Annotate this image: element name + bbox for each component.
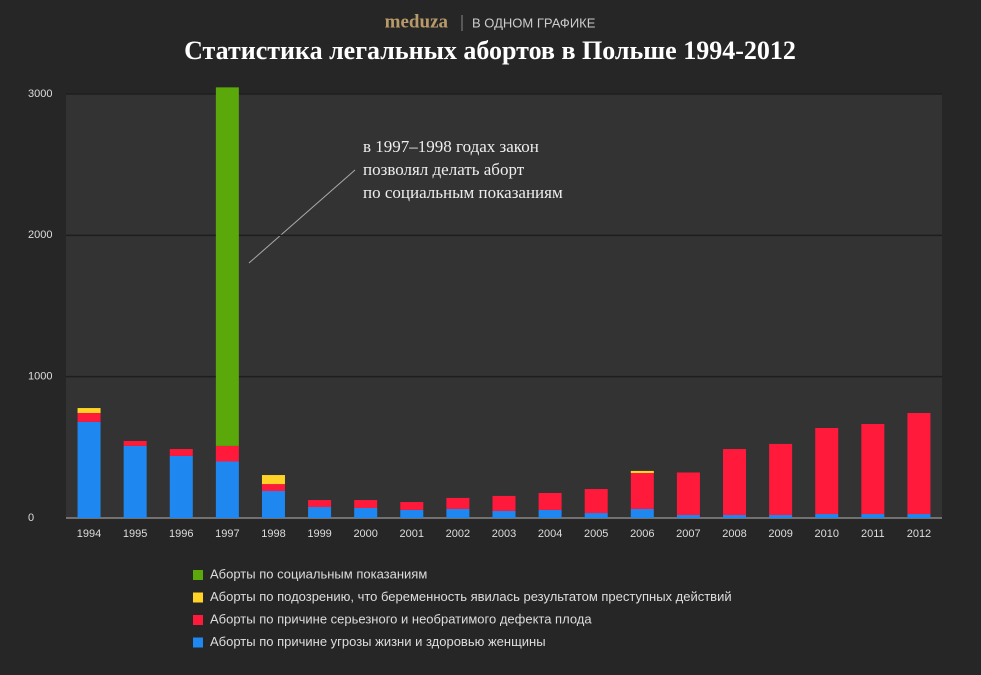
bar-segment	[354, 500, 378, 508]
bar-segment	[215, 445, 239, 462]
bar-segment	[907, 514, 931, 518]
x-tick-label: 2008	[722, 528, 746, 540]
bar-segment	[123, 440, 147, 446]
legend-swatch	[193, 637, 203, 648]
annotation: позволял делать аборт	[363, 160, 525, 179]
bar-segment	[446, 508, 470, 518]
x-tick-label: 1996	[169, 528, 193, 540]
x-tick-label: 2002	[446, 528, 470, 540]
brand: meduza	[385, 11, 449, 32]
legend-label: Аборты по подозрению, что беременность я…	[210, 589, 732, 604]
x-tick-label: 2000	[353, 528, 377, 540]
bar-segment	[77, 412, 101, 422]
bar-segment	[77, 421, 101, 518]
bar-segment	[215, 461, 239, 518]
bar-segment	[584, 489, 608, 514]
bar-segment	[261, 491, 285, 518]
chart-title: Статистика легальных абортов в Польше 19…	[184, 36, 796, 65]
x-tick-label: 2006	[630, 528, 654, 540]
bar-segment	[815, 514, 839, 518]
bar-segment	[769, 515, 793, 518]
bar-segment	[492, 495, 516, 511]
bar-segment	[676, 472, 700, 516]
bar-segment	[169, 455, 193, 518]
x-tick-label: 1994	[77, 528, 101, 540]
x-tick-label: 2003	[492, 528, 516, 540]
y-tick-label: 3000	[28, 88, 52, 100]
bar-segment	[400, 509, 424, 518]
bar-segment	[769, 443, 793, 516]
bar-segment	[215, 87, 239, 446]
bar-segment	[723, 515, 747, 518]
bar-segment	[630, 508, 654, 518]
annotation: по социальным показаниям	[363, 183, 563, 202]
annotation-line	[248, 169, 356, 264]
bar-segment	[630, 473, 654, 509]
x-tick-label: 1999	[307, 528, 331, 540]
x-tick-label: 2001	[400, 528, 424, 540]
bar-segment	[446, 497, 470, 509]
x-tick-label: 1998	[261, 528, 285, 540]
plot-area	[66, 94, 942, 518]
x-tick-label: 2011	[861, 528, 885, 540]
x-tick-label: 2005	[584, 528, 608, 540]
legend-swatch	[193, 592, 203, 603]
bar-segment	[815, 427, 839, 515]
bar-segment	[492, 510, 516, 518]
bar-segment	[907, 412, 931, 515]
bar-segment	[261, 484, 285, 492]
bar-segment	[400, 502, 424, 510]
x-tick-label: 2012	[907, 528, 931, 540]
legend-swatch	[193, 615, 203, 625]
bar-segment	[308, 506, 332, 518]
y-tick-label: 2000	[28, 229, 52, 241]
bar-segment	[584, 513, 608, 518]
bar-segment	[354, 507, 378, 518]
x-tick-label: 2010	[814, 528, 838, 540]
legend-label: Аборты по социальным показаниям	[210, 566, 427, 581]
bar-segment	[538, 509, 562, 518]
x-tick-label: 1997	[215, 528, 239, 540]
bar-segment	[538, 492, 562, 510]
bar-segment	[723, 449, 747, 516]
bar-segment	[861, 514, 885, 518]
legend-label: Аборты по причине угрозы жизни и здоровь…	[210, 634, 546, 649]
section: В ОДНОМ ГРАФИКЕ	[472, 15, 596, 30]
y-tick-label: 0	[28, 512, 34, 524]
bar-segment	[630, 470, 654, 474]
x-tick-label: 2004	[538, 528, 562, 540]
legend-label: Аборты по причине серьезного и необратим…	[210, 611, 592, 626]
x-tick-label: 2007	[676, 528, 700, 540]
bar-segment	[676, 515, 700, 518]
bar-segment	[77, 408, 101, 413]
bar-segment	[861, 424, 885, 515]
bar-segment	[169, 449, 193, 456]
x-tick-label: 2009	[768, 528, 792, 540]
bar-segment	[261, 475, 285, 485]
bar-segment	[308, 500, 332, 507]
y-tick-label: 1000	[28, 371, 52, 383]
annotation: в 1997–1998 годах закон	[363, 137, 539, 156]
x-tick-label: 1995	[123, 528, 147, 540]
bar-segment	[123, 445, 147, 518]
legend-swatch	[193, 570, 203, 580]
